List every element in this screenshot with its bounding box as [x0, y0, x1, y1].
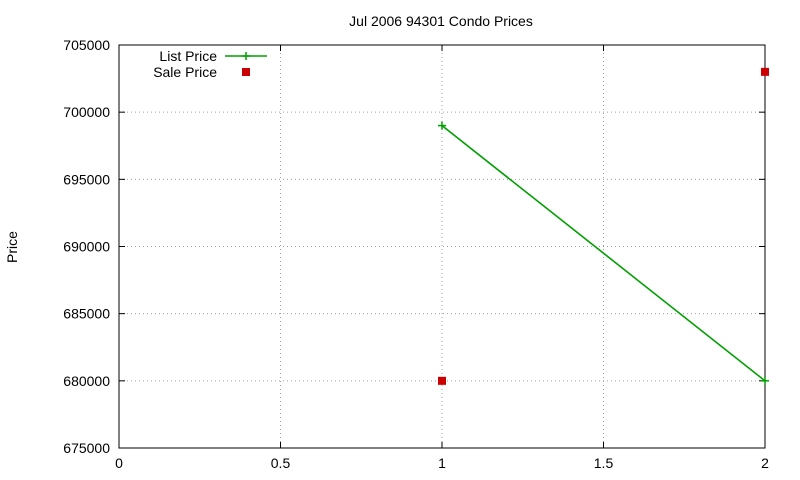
legend-label: List Price: [159, 48, 217, 64]
y-tick-label: 705000: [63, 37, 110, 53]
y-tick-label: 695000: [63, 171, 110, 187]
y-tick-label: 700000: [63, 104, 110, 120]
list-price-point: [761, 376, 769, 385]
grid-lines: [119, 45, 765, 448]
x-tick-label: 1.5: [594, 455, 614, 471]
x-tick-label: 2: [761, 455, 769, 471]
legend-label: Sale Price: [153, 64, 217, 80]
y-axis-label: Price: [4, 231, 20, 263]
sale-price-point: [438, 376, 446, 385]
legend-marker: [242, 52, 250, 60]
y-tick-label: 690000: [63, 239, 110, 255]
legend-marker: [242, 68, 250, 76]
x-tick-label: 0.5: [271, 455, 291, 471]
y-tick-label: 675000: [63, 440, 110, 456]
plot-frame: [118, 44, 766, 449]
y-tick-label: 685000: [63, 306, 110, 322]
x-tick-label: 0: [115, 455, 123, 471]
sale-price-point: [761, 67, 769, 76]
list-price-point: [438, 121, 446, 130]
chart-title: Jul 2006 94301 Condo Prices: [349, 13, 533, 29]
list-price-line: [441, 124, 766, 382]
series-layer: [438, 67, 769, 385]
y-tick-label: 680000: [63, 373, 110, 389]
tick-labels: 675000 680000 685000 690000 695000 700000 7050…: [63, 37, 769, 471]
x-tick-label: 1: [438, 455, 446, 471]
